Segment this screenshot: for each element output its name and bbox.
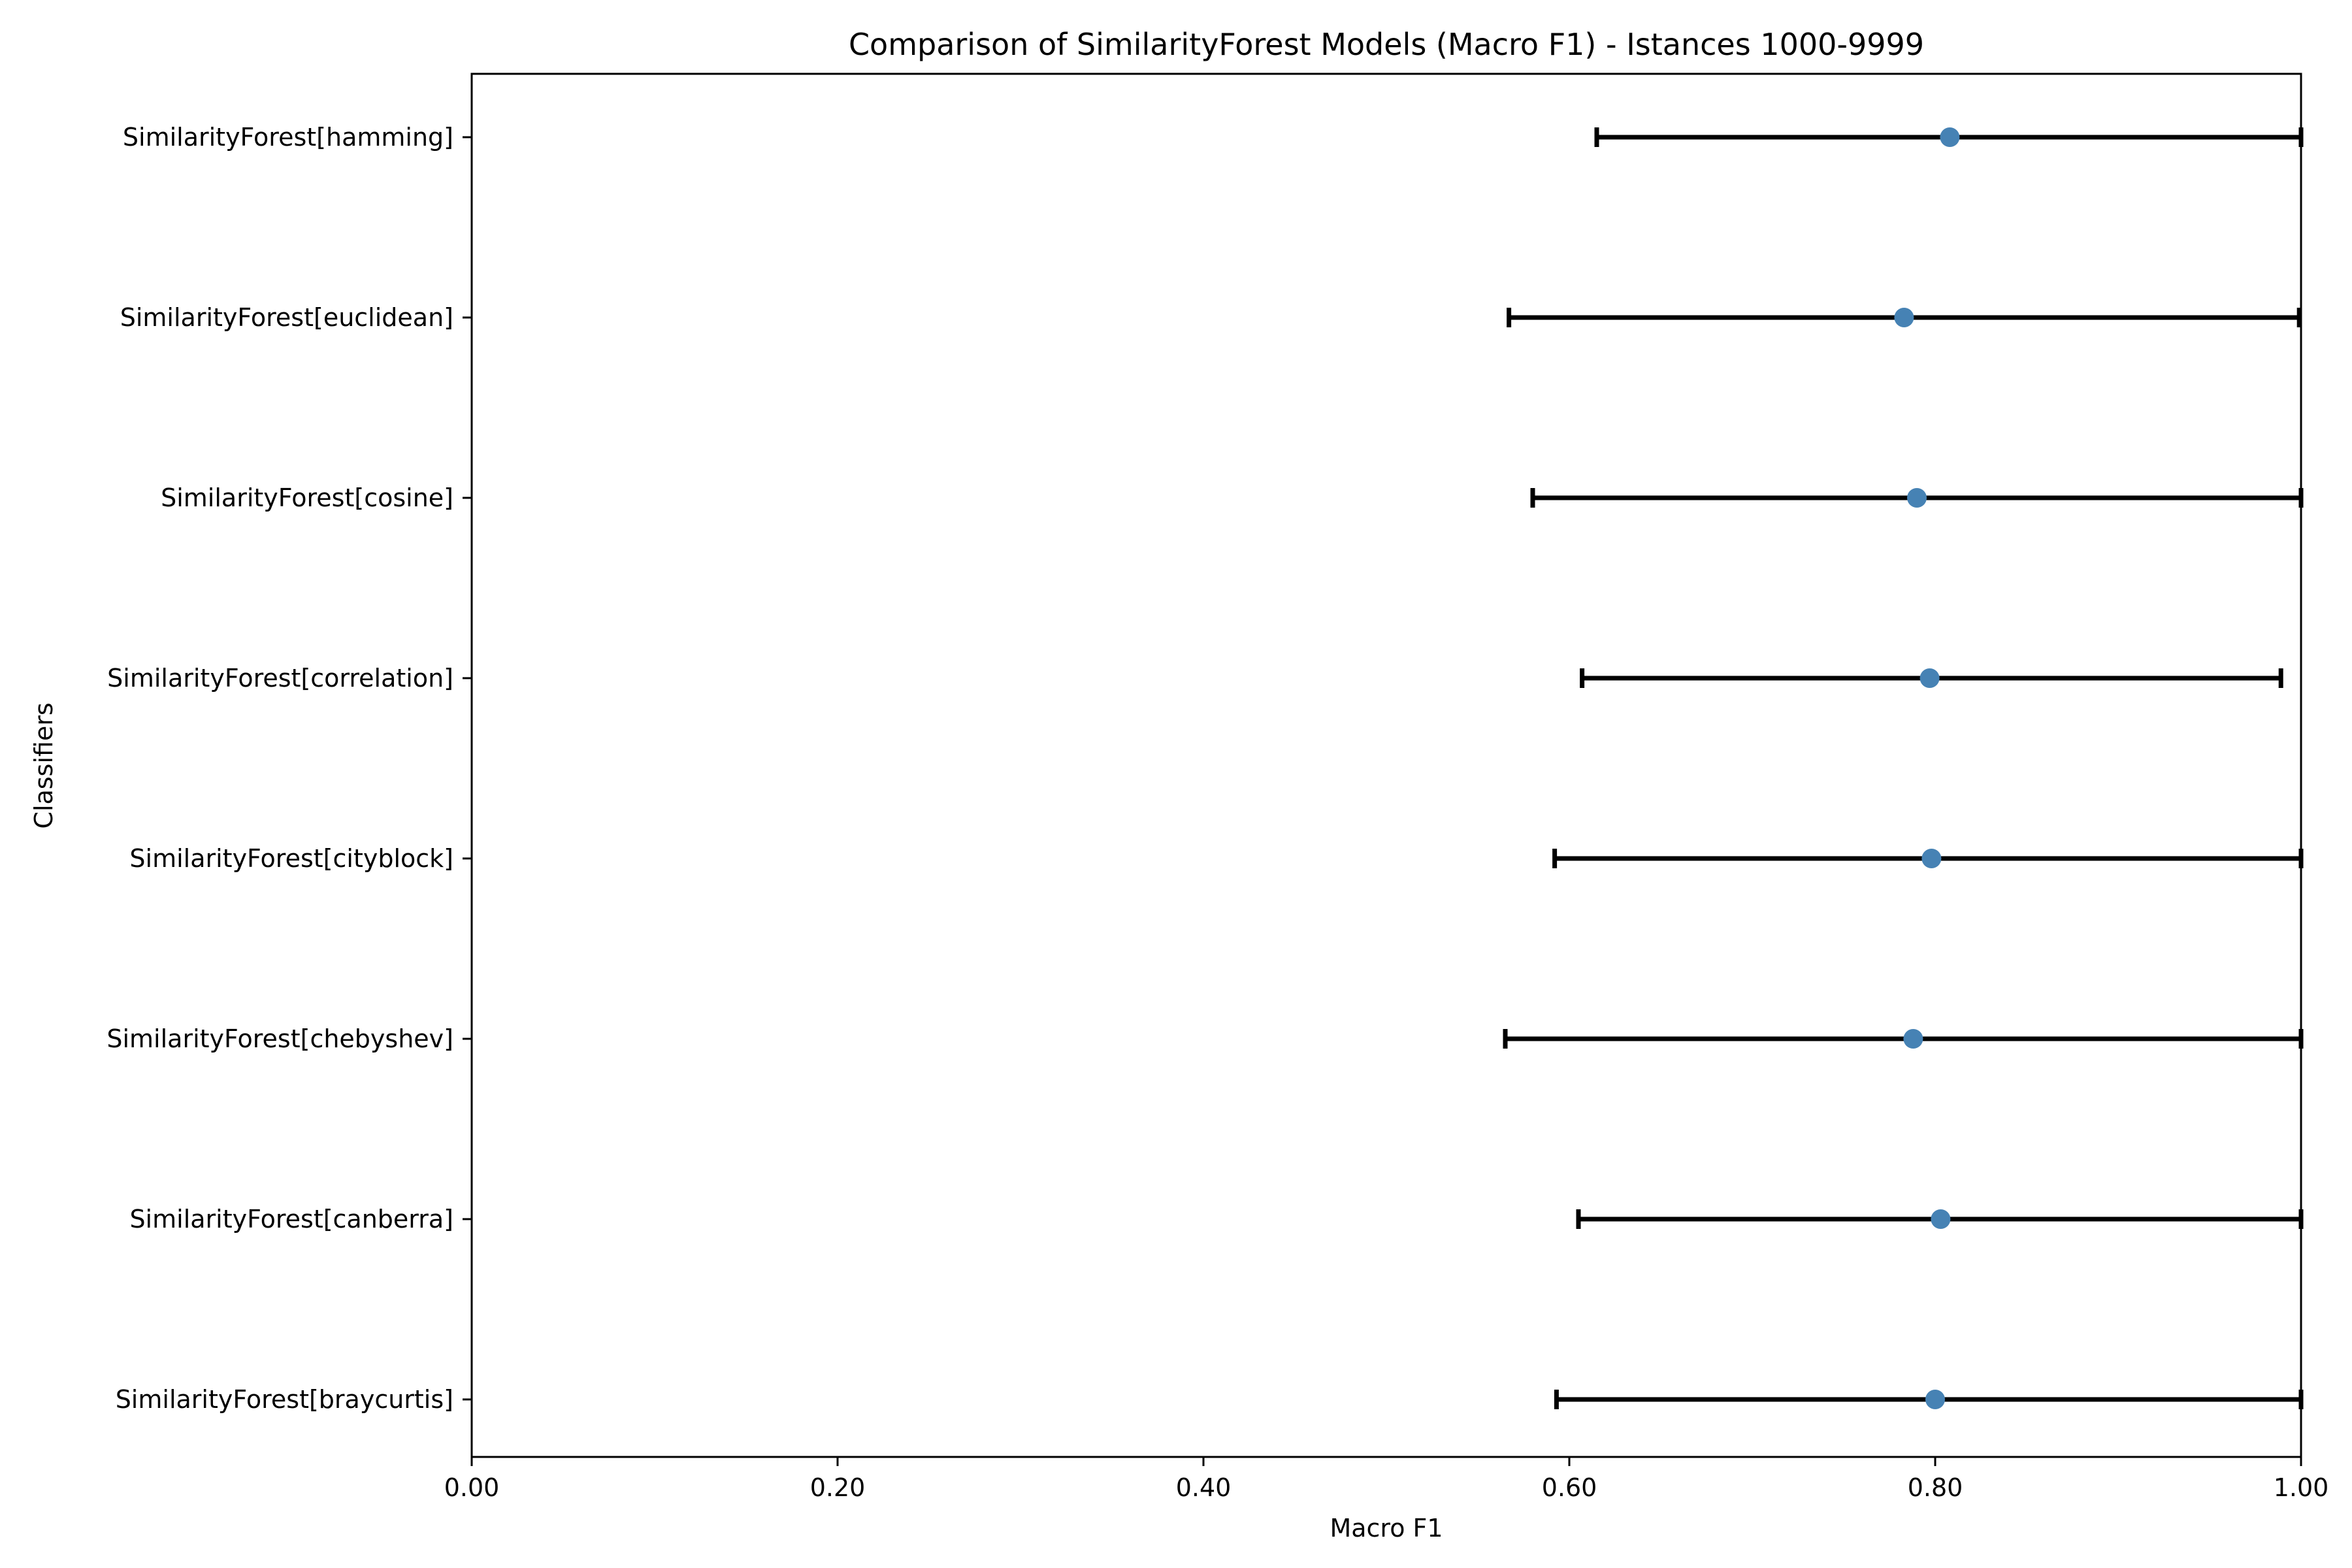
chart-title: Comparison of SimilarityForest Models (M…: [849, 27, 1924, 62]
y-tick-label: SimilarityForest[cosine]: [161, 483, 453, 512]
y-tick-label: SimilarityForest[hamming]: [123, 123, 453, 152]
x-tick-label: 1.00: [2274, 1473, 2329, 1502]
data-point: [1940, 127, 1960, 147]
x-axis-ticks: 0.00 0.20 0.40 0.60 0.80 1.00: [444, 1457, 2329, 1502]
plot-frame: [470, 73, 2302, 1458]
data-point: [1919, 668, 1940, 688]
data-point: [1921, 849, 1942, 868]
y-axis-ticks: SimilarityForest[hamming] SimilarityFores…: [106, 123, 472, 1414]
y-tick-label: SimilarityForest[chebyshev]: [106, 1024, 453, 1053]
data-points: [1894, 127, 1960, 1409]
data-point: [1925, 1390, 1945, 1409]
data-point: [1903, 1029, 1923, 1049]
x-tick-label: 0.80: [1908, 1473, 1963, 1502]
x-axis-label: Macro F1: [1330, 1514, 1443, 1543]
x-tick-label: 0.00: [444, 1473, 500, 1502]
y-tick-label: SimilarityForest[braycurtis]: [116, 1385, 453, 1414]
data-point: [1907, 488, 1927, 508]
y-tick-label: SimilarityForest[canberra]: [129, 1205, 453, 1233]
x-tick-label: 0.20: [810, 1473, 866, 1502]
data-point: [1894, 308, 1914, 327]
data-point: [1931, 1209, 1951, 1229]
y-tick-label: SimilarityForest[correlation]: [107, 664, 453, 693]
x-tick-label: 0.60: [1542, 1473, 1597, 1502]
y-tick-label: SimilarityForest[euclidean]: [120, 303, 453, 332]
y-axis-label: Classifiers: [29, 702, 58, 828]
y-tick-label: SimilarityForest[cityblock]: [129, 844, 453, 873]
x-tick-label: 0.40: [1176, 1473, 1232, 1502]
